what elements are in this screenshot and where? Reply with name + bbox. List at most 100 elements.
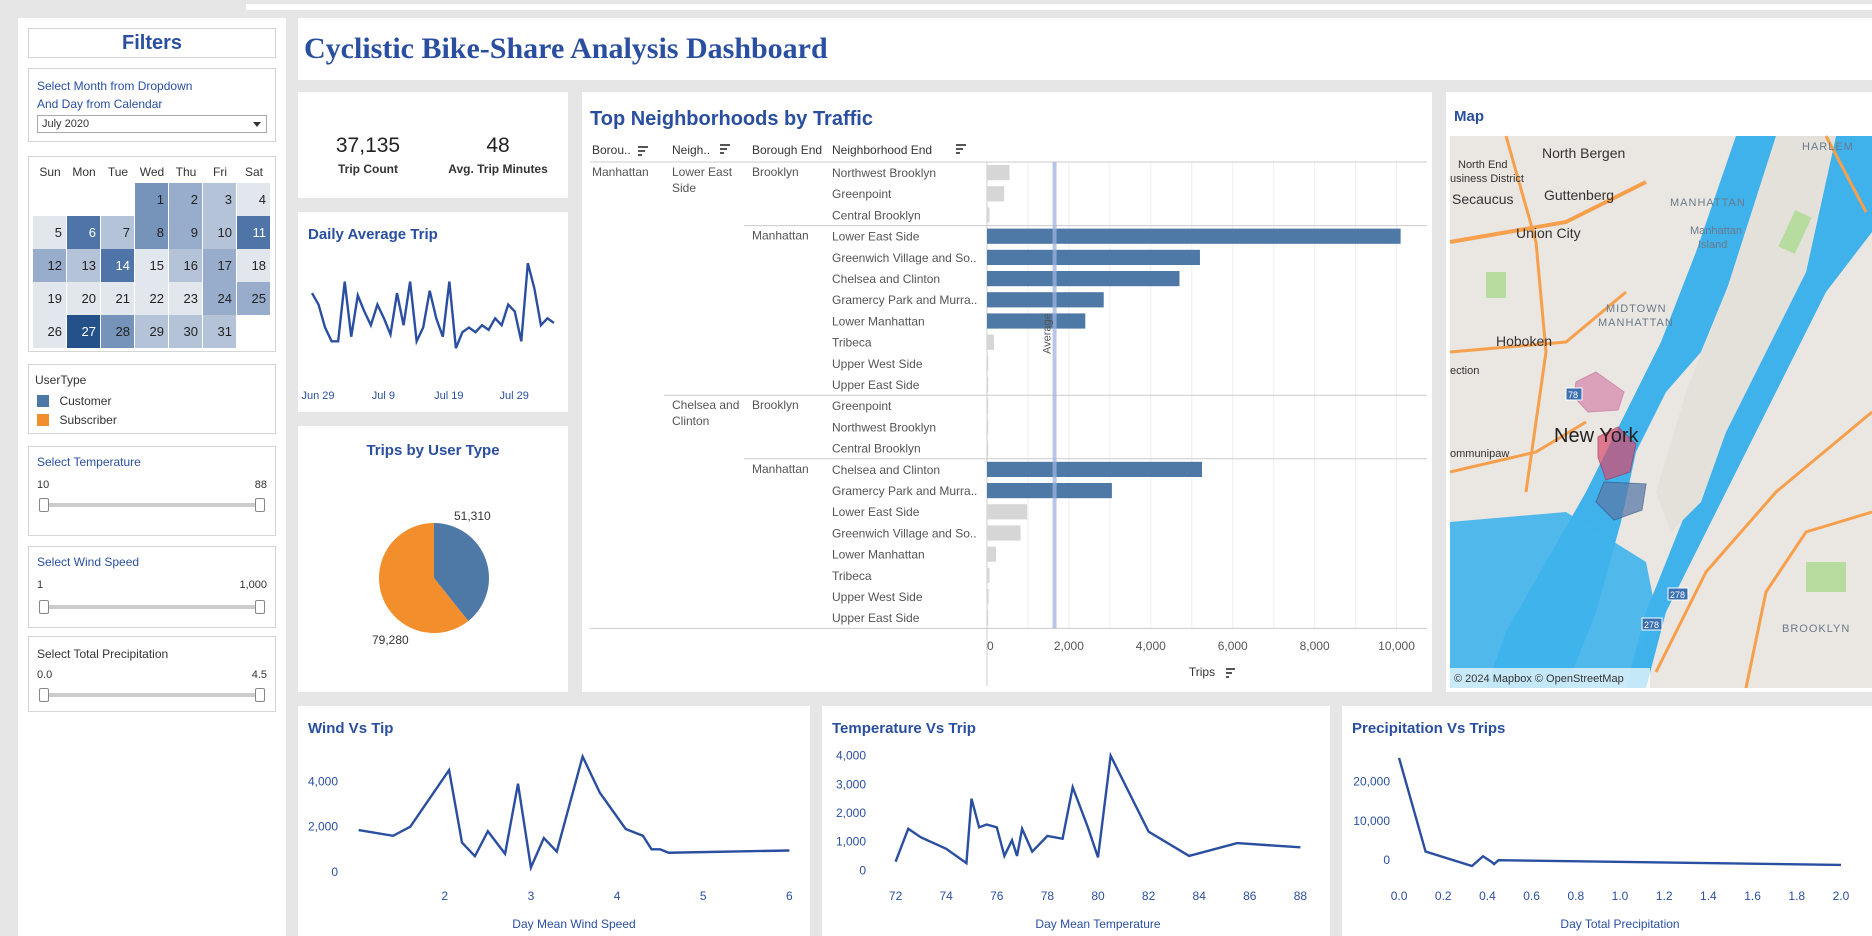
x-tick-label: 72 (889, 889, 903, 903)
bar (987, 186, 1005, 202)
route-badge (1641, 617, 1663, 631)
road (1449, 180, 1647, 244)
calendar-day[interactable]: 1 (135, 183, 168, 216)
month-dropdown[interactable]: July 2020 (37, 115, 267, 133)
column-header: Borou.. (592, 143, 631, 157)
park (1806, 562, 1846, 592)
x-tick-label: Jul 19 (434, 390, 463, 402)
temperature-vs-trip-chart[interactable]: 0 1,000 2,000 3,000 4,000 72 74 76 78 80 82 84 86 88 D… (822, 706, 1330, 936)
month-filter: Select Month from Dropdown And Day from … (28, 68, 276, 142)
neighborhood-label: Chelsea and (672, 398, 739, 412)
bar (987, 440, 989, 456)
calendar-day[interactable]: 29 (135, 315, 168, 348)
wind-min: 1 (37, 579, 44, 591)
borough-end-label: Manhattan (752, 229, 809, 243)
calendar-day[interactable]: 21 (101, 282, 134, 315)
precipitation-vs-trips-chart[interactable]: 0 10,000 20,000 0.0 0.2 0.4 0.6 0.8 1.0 1.2 1.4 1.6… (1342, 706, 1872, 936)
wind-slider-max-handle[interactable] (255, 600, 265, 614)
y-tick-label: 0 (1383, 853, 1390, 867)
calendar-day[interactable]: 6 (67, 216, 100, 249)
map-label-new-york: New York (1554, 425, 1639, 447)
calendar-day[interactable]: 16 (169, 249, 202, 282)
calendar-day[interactable]: 15 (135, 249, 168, 282)
calendar-day[interactable]: 24 (203, 282, 236, 315)
map-label-midtown: MIDTOWN (1606, 303, 1667, 315)
daily-average-trip-chart[interactable]: Jun 29 Jul 9 Jul 19 Jul 29 (298, 212, 568, 412)
neighborhood-end-label: Tribeca (832, 336, 872, 350)
avg-minutes-label: Avg. Trip Minutes (448, 162, 548, 176)
map-view[interactable]: North Bergen North End usiness District … (1446, 92, 1872, 692)
usertype-title: UserType (35, 373, 87, 387)
calendar-day[interactable]: 10 (203, 216, 236, 249)
calendar-day[interactable]: 2 (169, 183, 202, 216)
legend-item-subscriber[interactable]: Subscriber (37, 411, 117, 427)
neighborhood-end-label: Greenpoint (832, 399, 892, 413)
map-label-midtown-manhattan: MANHATTAN (1598, 317, 1674, 329)
calendar-day[interactable]: 30 (169, 315, 202, 348)
calendar-day[interactable]: 17 (203, 249, 236, 282)
top-strip (246, 4, 1872, 10)
sort-icon (638, 150, 645, 152)
calendar-day[interactable]: 25 (237, 282, 270, 315)
map-label-manhattan: Manhattan (1690, 225, 1742, 237)
precip-max: 4.5 (251, 669, 267, 681)
wind-max: 1,000 (239, 579, 267, 591)
x-tick-label: 1.2 (1656, 889, 1673, 903)
route-badge-label: 278 (1670, 590, 1685, 600)
bar (987, 165, 1010, 181)
route-badge (1667, 587, 1689, 601)
calendar-day[interactable]: 27 (67, 315, 100, 348)
calendar-day[interactable]: 14 (101, 249, 134, 282)
wind-slider[interactable] (39, 600, 265, 614)
calendar-day[interactable]: 3 (203, 183, 236, 216)
temperature-slider-min-handle[interactable] (39, 498, 49, 512)
calendar-day[interactable]: 8 (135, 216, 168, 249)
bar (987, 567, 990, 583)
sort-icon (638, 146, 648, 148)
calendar-day[interactable]: 31 (203, 315, 236, 348)
wind-label: Select Wind Speed (37, 555, 140, 569)
temperature-slider-max-handle[interactable] (255, 498, 265, 512)
x-tick-label: Jul 29 (500, 390, 529, 402)
column-header: Neighborhood End (832, 143, 932, 157)
bar (987, 271, 1180, 287)
sort-icon (720, 148, 727, 150)
calendar-day[interactable]: 13 (67, 249, 100, 282)
neighborhood-end-label: Upper West Side (832, 357, 923, 371)
calendar-day[interactable]: 12 (33, 249, 66, 282)
precip-slider-min-handle[interactable] (39, 688, 49, 702)
neighborhood-end-label: Lower East Side (832, 230, 920, 244)
temperature-label: Select Temperature (37, 455, 141, 469)
bar (987, 313, 1086, 329)
neighborhood-end-label: Chelsea and Clinton (832, 272, 940, 286)
x-tick-label: 88 (1294, 889, 1308, 903)
calendar-day[interactable]: 28 (101, 315, 134, 348)
calendar-day[interactable]: 5 (33, 216, 66, 249)
top-neighborhoods-chart[interactable]: Borou.. Neigh.. Borough End Neighborhood En… (582, 92, 1432, 692)
bar (987, 355, 989, 371)
precip-slider[interactable] (39, 688, 265, 702)
calendar-day[interactable]: 18 (237, 249, 270, 282)
sort-icon (956, 148, 963, 150)
temperature-slider[interactable] (39, 498, 265, 512)
wind-vs-tip-chart[interactable]: 0 2,000 4,000 2 3 4 5 6 Day Mean Wind Speed (298, 706, 810, 936)
calendar-weekday: Sat (244, 165, 263, 179)
precip-slider-max-handle[interactable] (255, 688, 265, 702)
calendar-day[interactable]: 11 (237, 216, 270, 249)
legend-item-customer[interactable]: Customer (37, 392, 111, 408)
y-tick-label: 2,000 (836, 806, 866, 820)
bar (987, 461, 1202, 477)
trips-by-user-type-chart[interactable]: 51,310 79,280 (298, 426, 568, 692)
neighborhood-end-label: Greenpoint (832, 187, 892, 201)
calendar-day[interactable]: 20 (67, 282, 100, 315)
x-axis-label: Trips (1189, 665, 1215, 679)
calendar-day[interactable]: 7 (101, 216, 134, 249)
calendar-day[interactable]: 19 (33, 282, 66, 315)
calendar-day[interactable]: 4 (237, 183, 270, 216)
calendar-day[interactable]: 26 (33, 315, 66, 348)
calendar-day[interactable]: 22 (135, 282, 168, 315)
calendar-day[interactable]: 23 (169, 282, 202, 315)
wind-slider-min-handle[interactable] (39, 600, 49, 614)
calendar-weekday-row: Sun Mon Tue Wed Thu Fri Sat (33, 165, 271, 181)
calendar-day[interactable]: 9 (169, 216, 202, 249)
